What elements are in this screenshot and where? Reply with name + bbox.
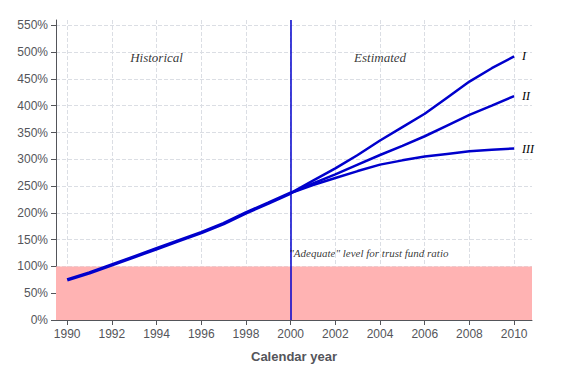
svg-text:I: I — [521, 49, 527, 63]
svg-text:450%: 450% — [17, 72, 48, 86]
svg-text:300%: 300% — [17, 152, 48, 166]
svg-text:1992: 1992 — [99, 327, 126, 341]
svg-text:550%: 550% — [17, 18, 48, 32]
svg-text:250%: 250% — [17, 179, 48, 193]
svg-text:2006: 2006 — [411, 327, 438, 341]
svg-text:200%: 200% — [17, 206, 48, 220]
svg-text:2002: 2002 — [322, 327, 349, 341]
svg-text:2010: 2010 — [501, 327, 528, 341]
svg-text:1994: 1994 — [143, 327, 170, 341]
svg-text:III: III — [521, 142, 535, 156]
svg-text:1996: 1996 — [188, 327, 215, 341]
svg-text:50%: 50% — [24, 286, 48, 300]
svg-text:Historical: Historical — [129, 50, 183, 65]
svg-text:2008: 2008 — [456, 327, 483, 341]
svg-text:150%: 150% — [17, 233, 48, 247]
svg-text:"Adequate" level for trust fun: "Adequate" level for trust fund ratio — [289, 247, 449, 259]
svg-text:350%: 350% — [17, 126, 48, 140]
svg-text:1998: 1998 — [233, 327, 260, 341]
svg-text:II: II — [521, 89, 531, 103]
svg-text:500%: 500% — [17, 45, 48, 59]
svg-text:1990: 1990 — [54, 327, 81, 341]
svg-text:400%: 400% — [17, 99, 48, 113]
svg-text:Calendar year: Calendar year — [251, 349, 337, 364]
svg-text:2000: 2000 — [277, 327, 304, 341]
svg-text:2004: 2004 — [367, 327, 394, 341]
svg-text:Estimated: Estimated — [353, 50, 406, 65]
svg-text:100%: 100% — [17, 259, 48, 273]
svg-text:0%: 0% — [31, 313, 49, 327]
